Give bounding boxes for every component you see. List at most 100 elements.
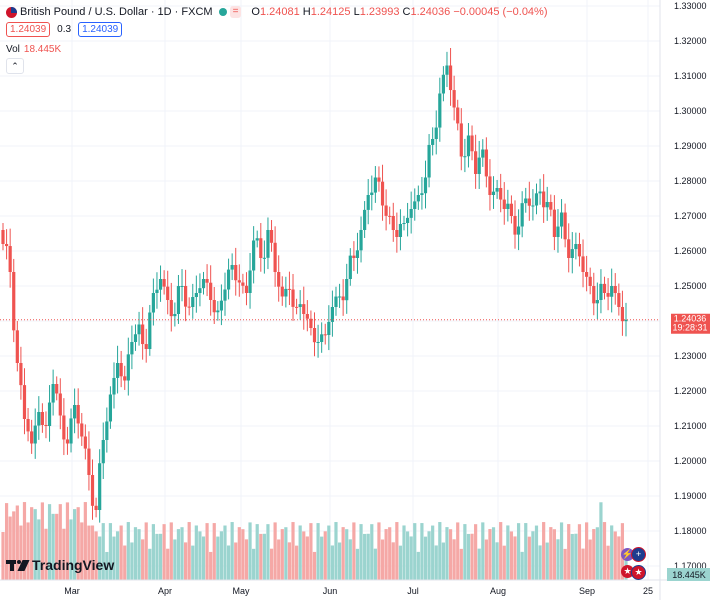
candle-body — [180, 286, 184, 287]
candle-body — [445, 65, 449, 75]
candle-body — [162, 279, 166, 287]
candle-body — [248, 270, 252, 293]
buy-price-button[interactable]: 1.24039 — [78, 22, 123, 37]
candle-body — [552, 209, 556, 237]
price-tick-label: 1.28000 — [674, 176, 707, 186]
volume-bar — [481, 522, 485, 580]
candle-body — [330, 307, 335, 322]
flash-icon[interactable]: ⚡ — [621, 548, 634, 561]
volume-bar — [466, 533, 471, 580]
volume-bar — [126, 522, 130, 580]
price-tick-label: 1.32000 — [674, 36, 707, 46]
candle-body — [363, 209, 367, 230]
candle-body — [574, 244, 578, 250]
candle-body — [581, 256, 585, 272]
volume-bar — [212, 523, 216, 580]
candle-body — [87, 448, 91, 475]
ohlc-values: O1.24081 H1.24125 L1.23993 C1.24036 −0.0… — [251, 6, 547, 18]
volume-bar — [513, 536, 517, 580]
candle-body — [187, 306, 191, 308]
candle-body — [230, 265, 234, 270]
candle-body — [327, 321, 331, 335]
chevron-up-icon[interactable]: ⌃ — [6, 58, 24, 74]
volume-bar — [384, 529, 388, 580]
candle-body — [51, 384, 55, 403]
us-flag-icon[interactable]: ★ — [621, 565, 634, 578]
volume-bar — [234, 542, 238, 580]
volume-bar — [262, 533, 266, 580]
symbol-legend[interactable]: British Pound / U.S. Dollar · 1D · FXCM … — [6, 6, 548, 18]
price-tick-label: 1.25000 — [674, 281, 707, 291]
volume-bar — [556, 539, 560, 580]
volume-bar — [359, 524, 363, 580]
candle-body — [420, 193, 424, 195]
volume-bar — [83, 502, 87, 580]
volume-bar — [577, 524, 582, 580]
volume-bar — [334, 522, 338, 580]
candle-body — [12, 272, 16, 331]
candle-body — [108, 394, 113, 422]
volume-bar — [320, 536, 324, 580]
volume-bar — [423, 536, 428, 580]
volume-bar — [237, 527, 241, 580]
volume-bar — [570, 533, 574, 580]
candle-body — [83, 436, 87, 449]
price-tick-label: 1.26000 — [674, 246, 707, 256]
candle-body — [509, 203, 514, 216]
candlestick-series — [1, 48, 628, 523]
volume-bar — [377, 522, 381, 580]
low-label: L — [353, 6, 360, 18]
volume-bar — [266, 524, 270, 580]
volume-bar — [499, 522, 503, 580]
price-axis[interactable]: 1.17000 1.18000 1.19000 1.20000 1.21000 1.220… — [674, 1, 707, 571]
volume-bar — [155, 533, 159, 580]
volume-bar — [219, 531, 224, 580]
volume-tag: 18.445K — [667, 568, 710, 581]
candle-body — [209, 282, 213, 300]
volume-bar — [73, 509, 77, 580]
us-flag-icon[interactable]: ★ — [631, 565, 646, 580]
volume-bar — [269, 548, 274, 580]
candle-body — [130, 342, 134, 355]
volume-bar — [62, 528, 66, 580]
volume-bar — [184, 542, 188, 580]
volume-legend[interactable]: Vol 18.445K — [6, 44, 61, 55]
candle-body — [123, 376, 127, 381]
candle-body — [105, 421, 109, 440]
sell-price-button[interactable]: 1.24039 — [6, 22, 51, 37]
uk-flag-icon[interactable]: + — [631, 547, 646, 562]
symbol-title[interactable]: British Pound / U.S. Dollar · 1D · FXCM — [20, 6, 213, 18]
open-value: 1.24081 — [259, 6, 300, 18]
candle-body — [388, 215, 392, 217]
candle-body — [212, 300, 216, 313]
gbp-usd-flag-icon — [6, 6, 17, 18]
price-tick-label: 1.21000 — [674, 421, 707, 431]
volume-bar — [434, 545, 438, 580]
volume-bar — [244, 539, 249, 580]
candle-body — [463, 156, 467, 158]
candle-body — [370, 192, 374, 195]
volume-bar — [395, 522, 399, 580]
volume-bar — [574, 533, 578, 580]
candle-body — [223, 289, 227, 301]
low-value: 1.23993 — [359, 6, 400, 18]
volume-bars — [1, 502, 628, 580]
volume-bar — [302, 531, 306, 580]
candle-body — [291, 289, 295, 307]
volume-bar — [201, 536, 206, 580]
tradingview-logo[interactable]: TradingView — [6, 557, 114, 573]
candle-body — [151, 293, 155, 313]
candle-body — [491, 191, 496, 195]
volume-bar — [291, 522, 295, 580]
compare-button[interactable]: = — [229, 6, 242, 18]
candle-body — [55, 384, 59, 394]
volume-bar — [115, 531, 120, 580]
candle-body — [545, 202, 549, 208]
volume-bar — [581, 548, 585, 580]
time-tick-label: Aug — [490, 586, 506, 596]
candle-body — [323, 334, 327, 336]
candle-body — [384, 205, 388, 216]
time-axis[interactable]: Mar Apr May Jun Jul Aug Sep 25 — [64, 586, 653, 596]
candle-body — [366, 195, 370, 210]
